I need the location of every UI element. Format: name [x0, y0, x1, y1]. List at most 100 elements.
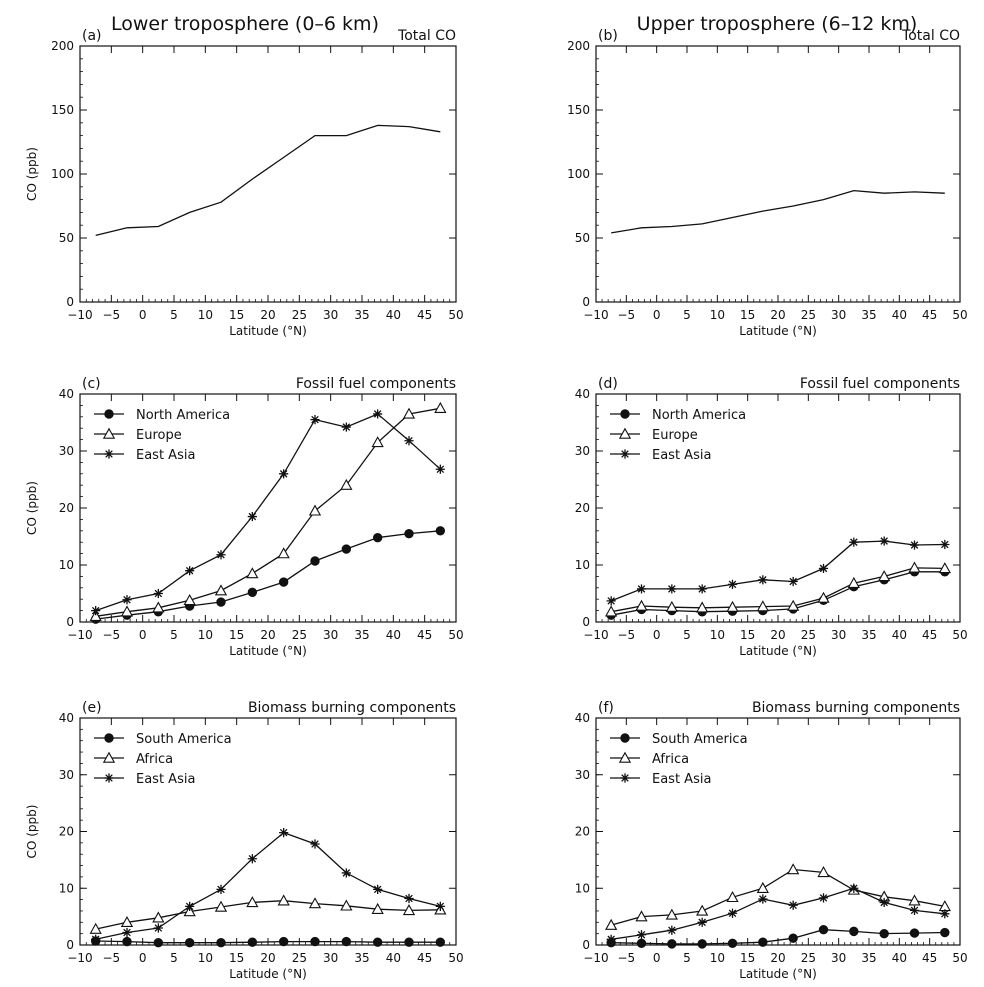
y-tick-label: 30 [59, 768, 74, 782]
legend-marker [102, 751, 116, 763]
data-point [246, 896, 259, 908]
legend-marker [620, 773, 630, 783]
data-point [340, 899, 353, 911]
data-point [940, 909, 950, 919]
data-point [341, 422, 351, 432]
data-point [373, 884, 383, 894]
x-axis-label: Latitude (°N) [739, 644, 817, 658]
x-tick-label: 35 [861, 308, 876, 322]
y-tick-label: 0 [582, 295, 590, 309]
data-point [847, 576, 860, 588]
y-tick-label: 0 [582, 615, 590, 629]
panel-e: (e) Biomass burning components −10 −5 0 5 10 15… [25, 700, 464, 981]
data-point [279, 469, 289, 479]
legend-entry: North America [652, 408, 746, 423]
y-tick-label: 0 [66, 938, 74, 952]
y-tick-label: 200 [51, 39, 74, 53]
data-point [372, 937, 383, 947]
series-africa [89, 894, 447, 934]
data-point [404, 893, 414, 904]
x-tick-label: −10 [67, 951, 92, 965]
x-tick-label: 35 [861, 628, 876, 642]
x-tick-label: 45 [417, 628, 432, 642]
legend-entry: Africa [652, 752, 689, 767]
series-line [611, 567, 945, 613]
column-title-lower: Lower troposphere (0–6 km) [111, 13, 379, 35]
x-tick-label: 5 [170, 628, 178, 642]
data-point [247, 587, 258, 598]
series-line [611, 868, 945, 926]
x-tick-label: 45 [922, 628, 937, 642]
data-point [216, 550, 226, 560]
data-point [185, 901, 195, 912]
data-point [788, 576, 798, 587]
x-tick-label: 0 [139, 951, 147, 965]
x-tick-label: 5 [170, 308, 178, 322]
x-tick-label: 10 [710, 308, 725, 322]
data-point [909, 928, 920, 938]
data-point [153, 938, 164, 948]
y-tick-label: 0 [582, 938, 590, 952]
legend-entry: Europe [136, 428, 182, 443]
series-east-asia [606, 536, 950, 606]
data-point [878, 570, 891, 582]
panel-a: (a) Total CO −10 −5 0 5 10 15 20 25 30 35 40 45 50 0 50 1… [25, 28, 464, 338]
legend-marker [102, 427, 116, 439]
data-point [818, 893, 829, 903]
x-tick-label: −5 [102, 951, 120, 965]
y-tick-label: 10 [575, 881, 590, 895]
x-tick-label: 35 [354, 951, 369, 965]
panel-c: (c) Fossil fuel components −10 −5 0 5 10 15 20 25… [25, 376, 464, 658]
x-tick-label: 0 [653, 308, 661, 322]
x-tick-label: 45 [922, 308, 937, 322]
x-tick-label: 10 [198, 308, 213, 322]
series-south-america [606, 924, 950, 949]
y-tick-label: 40 [575, 711, 590, 725]
legend-entry: East Asia [136, 772, 195, 787]
data-point [371, 902, 384, 914]
x-tick-label: 30 [323, 628, 338, 642]
legend-entry: South America [652, 732, 748, 747]
legend-entry: East Asia [652, 448, 711, 463]
series-north-america [90, 526, 446, 624]
data-point [909, 540, 920, 550]
data-point [635, 599, 648, 611]
x-tick-label: 5 [170, 951, 178, 965]
y-tick-label: 150 [51, 103, 74, 117]
legend: North America Europe East Asia [610, 408, 746, 463]
data-point [122, 936, 132, 947]
data-point [91, 934, 101, 944]
data-point [404, 937, 414, 947]
x-tick-label: 50 [952, 951, 967, 965]
data-point [909, 905, 920, 915]
y-tick-label: 0 [66, 615, 74, 629]
data-point [849, 883, 859, 893]
data-point [849, 926, 859, 937]
data-point [605, 918, 618, 930]
data-point [216, 597, 226, 607]
y-tick-label: 30 [59, 444, 74, 458]
series-line [95, 940, 441, 944]
series-europe [605, 561, 951, 617]
data-point [667, 925, 677, 935]
panel-label: (a) [82, 28, 102, 44]
data-point [879, 536, 889, 546]
x-tick-label: 50 [952, 308, 967, 322]
panel-title: Total CO [397, 28, 456, 44]
series-total [95, 124, 441, 237]
data-point [606, 934, 616, 944]
x-tick-label: 25 [801, 308, 816, 322]
series-line [611, 571, 945, 616]
data-point [787, 863, 800, 875]
x-tick-label: −5 [617, 308, 635, 322]
data-point [184, 938, 195, 948]
series-east-asia [91, 409, 445, 616]
x-tick-label: 15 [229, 308, 244, 322]
x-tick-label: 50 [952, 628, 967, 642]
legend-entry: North America [136, 408, 230, 423]
legend-entry: Europe [652, 428, 698, 443]
legend-marker [620, 733, 630, 743]
data-point [787, 599, 800, 611]
data-point [696, 601, 709, 613]
